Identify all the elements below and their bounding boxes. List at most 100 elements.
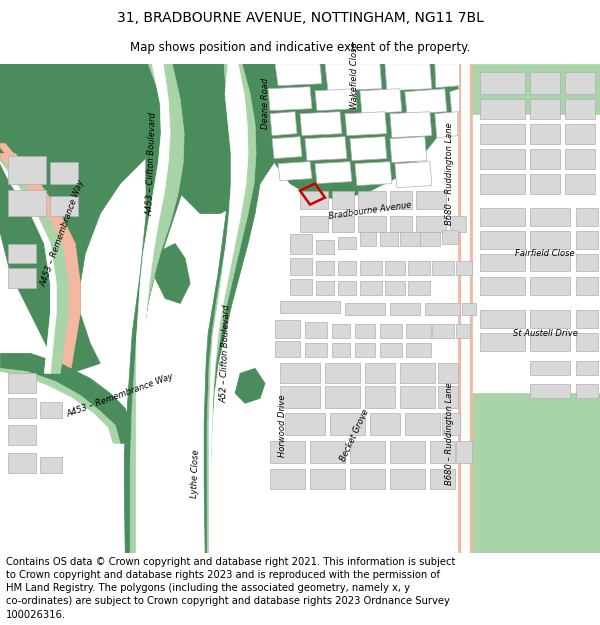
Bar [530, 208, 569, 226]
Bar [316, 281, 334, 296]
Bar [406, 324, 431, 338]
Bar [456, 324, 470, 338]
Text: A453 – Remembrance Way: A453 – Remembrance Way [65, 372, 175, 419]
Bar [8, 453, 37, 473]
Text: Map shows position and indicative extent of the property.: Map shows position and indicative extent… [130, 41, 470, 54]
Bar [390, 191, 412, 209]
Bar [290, 279, 312, 296]
Bar [575, 231, 598, 249]
Bar [316, 239, 334, 254]
Polygon shape [130, 64, 184, 553]
Polygon shape [1, 159, 68, 373]
Bar [575, 208, 598, 226]
Bar [280, 301, 340, 313]
Bar [325, 363, 360, 383]
Bar [332, 324, 350, 338]
Bar [438, 386, 458, 408]
Bar [480, 254, 525, 271]
Bar [280, 386, 320, 408]
Bar [432, 324, 454, 338]
Bar [420, 231, 440, 246]
Bar [480, 149, 525, 169]
Polygon shape [204, 64, 262, 553]
Bar [565, 149, 595, 169]
Bar [530, 333, 569, 351]
Bar [390, 216, 412, 231]
Bar [370, 413, 400, 435]
Polygon shape [130, 64, 300, 214]
Polygon shape [350, 137, 387, 161]
Bar [400, 231, 420, 246]
Bar [530, 72, 560, 94]
Text: Fairfield Close: Fairfield Close [515, 249, 575, 258]
Bar [565, 72, 595, 94]
Polygon shape [1, 368, 120, 443]
Bar [406, 343, 431, 357]
Bar [50, 162, 78, 184]
Polygon shape [1, 154, 80, 373]
Bar [530, 149, 560, 169]
Bar [380, 231, 398, 246]
Polygon shape [300, 112, 342, 136]
Bar [355, 343, 375, 357]
Text: A453 – Clifton Boulevard: A453 – Clifton Boulevard [146, 111, 158, 216]
Bar [438, 363, 458, 383]
Bar [462, 304, 476, 316]
Bar [310, 469, 345, 489]
Bar [275, 321, 300, 338]
Bar [360, 231, 376, 246]
Bar [390, 469, 425, 489]
Bar [390, 304, 420, 316]
Bar [338, 236, 356, 249]
Text: B680 – Ruddington Lane: B680 – Ruddington Lane [445, 122, 454, 225]
Polygon shape [472, 64, 599, 114]
Bar [275, 341, 300, 357]
Polygon shape [1, 162, 56, 373]
Polygon shape [450, 89, 460, 114]
Polygon shape [235, 368, 265, 403]
Bar [40, 402, 62, 418]
Polygon shape [278, 162, 312, 181]
Bar [380, 324, 402, 338]
Bar [530, 99, 560, 119]
Bar [316, 261, 334, 276]
Bar [530, 361, 569, 376]
Text: St Austell Drive: St Austell Drive [513, 329, 578, 338]
Bar [305, 322, 327, 338]
Bar [270, 441, 305, 463]
Polygon shape [1, 64, 200, 373]
Bar [400, 386, 435, 408]
Polygon shape [390, 137, 427, 162]
Polygon shape [209, 64, 248, 553]
Bar [345, 304, 385, 316]
Polygon shape [155, 244, 190, 304]
Bar [480, 333, 525, 351]
Bar [8, 373, 37, 393]
Bar [338, 281, 356, 296]
Bar [380, 343, 402, 357]
Polygon shape [461, 64, 469, 553]
Polygon shape [260, 64, 465, 199]
Bar [575, 311, 598, 328]
Polygon shape [435, 112, 458, 138]
Bar [8, 244, 37, 264]
Polygon shape [207, 64, 256, 553]
Bar [300, 216, 328, 231]
Bar [530, 174, 560, 194]
Bar [480, 124, 525, 144]
Bar [480, 99, 525, 119]
Bar [8, 425, 37, 445]
Bar [8, 398, 37, 418]
Bar [280, 363, 320, 383]
Polygon shape [435, 64, 460, 88]
Bar [565, 124, 595, 144]
Polygon shape [1, 353, 130, 443]
Text: Bradbourne Avenue: Bradbourne Avenue [328, 200, 412, 221]
Polygon shape [305, 137, 347, 161]
Bar [408, 261, 430, 276]
Bar [416, 216, 446, 231]
Text: Wakefield Close: Wakefield Close [350, 42, 359, 109]
Bar [332, 343, 350, 357]
Bar [310, 441, 345, 463]
Bar [408, 281, 430, 296]
